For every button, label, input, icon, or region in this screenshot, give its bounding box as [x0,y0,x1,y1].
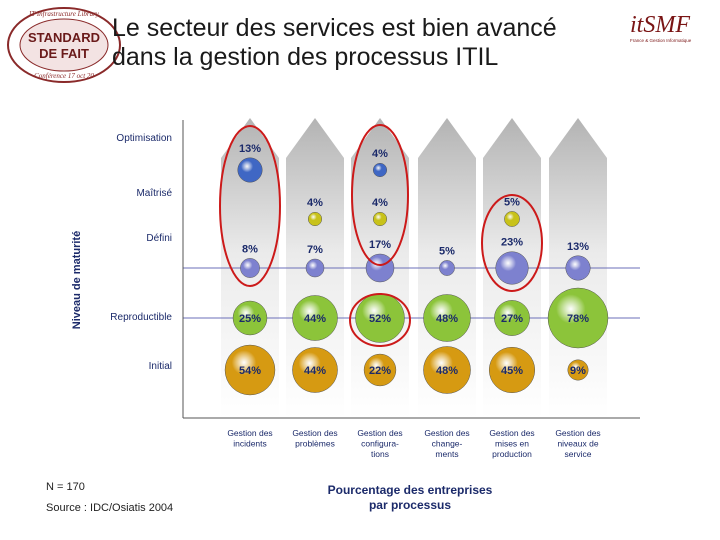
bubble [439,260,455,276]
bubble [565,255,591,281]
bubble-value-label: 4% [372,197,388,209]
itsmf-logo: itSMF France & Gestion Informatique [630,12,692,43]
bubble-value-label: 13% [567,241,589,253]
level-label: Reproductible [110,312,172,323]
process-label: Gestion des change-ments [424,428,469,459]
process-label: Gestion des niveaux de service [555,428,600,459]
bubble-value-label: 4% [307,197,323,209]
bubble [237,157,263,183]
level-label: Initial [149,361,172,372]
bubble-value-label: 17% [369,239,391,251]
x-axis-title: Pourcentage des entreprises par processus [328,483,493,512]
sample-size-note: N = 170 [46,481,85,493]
bubble [305,258,325,278]
bubble-value-label: 44% [304,365,326,377]
bubble [224,344,276,396]
bubble [495,251,529,285]
logo-standard-text: STANDARD [28,30,100,45]
bubble [372,162,388,178]
bubble-value-label: 52% [369,313,391,325]
highlight-ellipse [351,124,409,266]
page-title: Le secteur des services est bien avancé … [112,14,632,72]
bubble [494,300,530,336]
level-label: Défini [146,233,172,244]
bubble-value-label: 78% [567,313,589,325]
bubble-value-label: 27% [501,313,523,325]
highlight-ellipse [481,194,543,292]
bubble-value-label: 44% [304,313,326,325]
bubble-value-label: 25% [239,313,261,325]
process-label: Gestion des configura-tions [357,428,402,459]
bubble [423,346,471,394]
logo-top-text: IT Infrastructure Library [28,10,100,18]
logo-de-fait-text: DE FAIT [39,46,89,61]
highlight-ellipse [219,125,281,287]
bubble-value-label: 5% [439,245,455,257]
bubble [488,346,536,394]
bubble-value-label: 48% [436,313,458,325]
bubble [240,258,260,278]
bubble [504,211,520,227]
bubble [547,287,609,349]
conference-logo: IT Infrastructure Library STANDARD DE FA… [7,7,121,83]
bubble-value-label: 48% [436,365,458,377]
bubble [292,347,338,393]
logo-bottom-text: Conférence 17 oct 20 [34,72,94,80]
level-label: Maîtrisé [136,188,172,199]
process-label: Gestion des incidents [227,428,272,449]
bubble [372,211,388,227]
bubble [307,211,323,227]
bubble-value-label: 45% [501,365,523,377]
process-label: Gestion des mises en production [489,428,534,459]
title-line-1: Le secteur des services est bien avancé [112,14,557,42]
bubble [363,353,397,387]
title-line-2: dans la gestion des processus ITIL [112,43,499,71]
highlight-ellipse [349,293,411,347]
bubble [567,359,589,381]
level-label: Optimisation [116,133,172,144]
bubble-value-label: 8% [242,243,258,255]
source-note: Source : IDC/Osiatis 2004 [46,502,174,514]
bubble [365,253,395,283]
bubble-value-label: 22% [369,365,391,377]
bubble-value-label: 23% [501,237,523,249]
bubble-value-label: 9% [570,365,586,377]
bubble [232,300,268,336]
bubble-value-label: 5% [504,196,520,208]
y-axis-title: Niveau de maturité [71,231,83,329]
bubble-value-label: 4% [372,148,388,160]
bubble-value-label: 7% [307,244,323,256]
bubble-value-label: 54% [239,365,261,377]
bubble [423,294,471,342]
itsmf-brand-text: itSMF [630,12,690,38]
bubble-value-label: 13% [239,143,261,155]
itsmf-tagline-text: France & Gestion Informatique [630,38,692,43]
bubble [292,295,338,341]
process-label: Gestion des problèmes [292,428,337,449]
